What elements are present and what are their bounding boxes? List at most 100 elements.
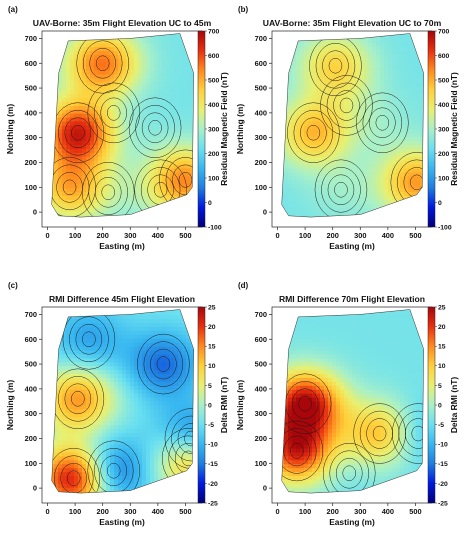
field-cell (276, 55, 280, 59)
field-cell (90, 436, 95, 441)
field-cell (106, 401, 111, 406)
field-cell (368, 160, 373, 165)
field-cell (150, 74, 155, 79)
field-cell (276, 43, 280, 47)
field-cell (58, 54, 63, 59)
field-cell (74, 412, 79, 418)
field-cell (70, 309, 75, 312)
field-cell (364, 152, 369, 157)
field-cell (42, 432, 46, 436)
field-cell (78, 74, 83, 79)
field-cell (304, 38, 309, 44)
field-cell (392, 176, 397, 181)
field-cell (66, 309, 71, 312)
field-cell (58, 424, 63, 429)
contour-line (94, 177, 122, 208)
field-cell (288, 85, 293, 91)
field-cell (86, 42, 91, 48)
field-cell (130, 215, 135, 218)
field-cell (98, 342, 103, 347)
field-cell (138, 199, 143, 204)
field-cell (74, 148, 79, 153)
field-cell (118, 215, 123, 218)
field-cell (388, 191, 393, 197)
field-cell (308, 97, 313, 102)
field-cell (312, 129, 317, 134)
field-cell (194, 66, 198, 70)
field-cell (328, 89, 333, 95)
field-cell (312, 156, 317, 161)
field-cell (292, 121, 297, 126)
y-tick-label: 100 (255, 183, 267, 192)
field-cell (62, 89, 67, 95)
field-cell (400, 34, 405, 40)
field-cell (134, 203, 139, 208)
field-cell (62, 444, 67, 449)
field-cell (304, 105, 309, 110)
field-cell (368, 89, 373, 95)
field-cell (51, 322, 55, 327)
field-cell (348, 211, 353, 216)
field-cell (78, 89, 83, 95)
field-cell (360, 66, 365, 71)
field-cell (146, 215, 151, 218)
field-cell (194, 176, 198, 180)
field-cell (424, 156, 428, 160)
field-cell (114, 211, 119, 216)
field-cell (98, 350, 103, 355)
field-cell (380, 148, 385, 153)
field-cell (62, 179, 67, 185)
field-cell (98, 309, 103, 312)
field-cell (194, 90, 198, 94)
field-cell (304, 81, 309, 87)
field-cell (352, 66, 357, 71)
field-cell (304, 156, 309, 161)
field-cell (352, 58, 357, 63)
field-cell (42, 393, 46, 397)
field-cell (292, 136, 297, 142)
field-cell (98, 475, 103, 480)
field-cell (376, 121, 381, 126)
colorbar-label: Residual Magnetic Field (nT) (219, 72, 229, 186)
field-cell (90, 144, 95, 149)
field-cell (58, 101, 63, 106)
field-cell (154, 33, 159, 36)
field-cell (94, 342, 99, 347)
contour-line (58, 109, 98, 156)
field-cell (158, 78, 163, 83)
field-cell (90, 416, 95, 422)
field-cell (408, 78, 413, 83)
field-cell (106, 97, 111, 102)
field-cell (380, 85, 385, 91)
field-cell (336, 81, 341, 87)
contour-line (101, 184, 115, 201)
field-cell (98, 81, 103, 87)
field-cell (86, 495, 90, 499)
field-cell (388, 168, 393, 173)
field-cell (66, 117, 71, 122)
field-cell (276, 180, 280, 184)
field-cell (312, 121, 317, 126)
field-cell (62, 219, 66, 223)
field-cell (78, 125, 83, 130)
field-cell (98, 412, 103, 418)
field-cell (392, 38, 397, 44)
field-cell (336, 109, 341, 114)
field-cell (58, 346, 63, 351)
field-cell (66, 105, 71, 110)
field-cell (62, 361, 67, 367)
field-cell (178, 121, 183, 126)
field-cell (90, 444, 95, 449)
field-cell (102, 455, 107, 461)
field-cell (380, 183, 385, 189)
field-cell (380, 109, 385, 114)
field-cell (272, 82, 276, 86)
field-cell (146, 164, 151, 169)
field-cell (70, 113, 75, 118)
field-cell (78, 432, 83, 437)
field-cell (90, 160, 95, 165)
field-cell (46, 323, 50, 327)
field-cell (364, 160, 369, 165)
field-cell (400, 187, 405, 193)
field-cell (304, 207, 309, 212)
